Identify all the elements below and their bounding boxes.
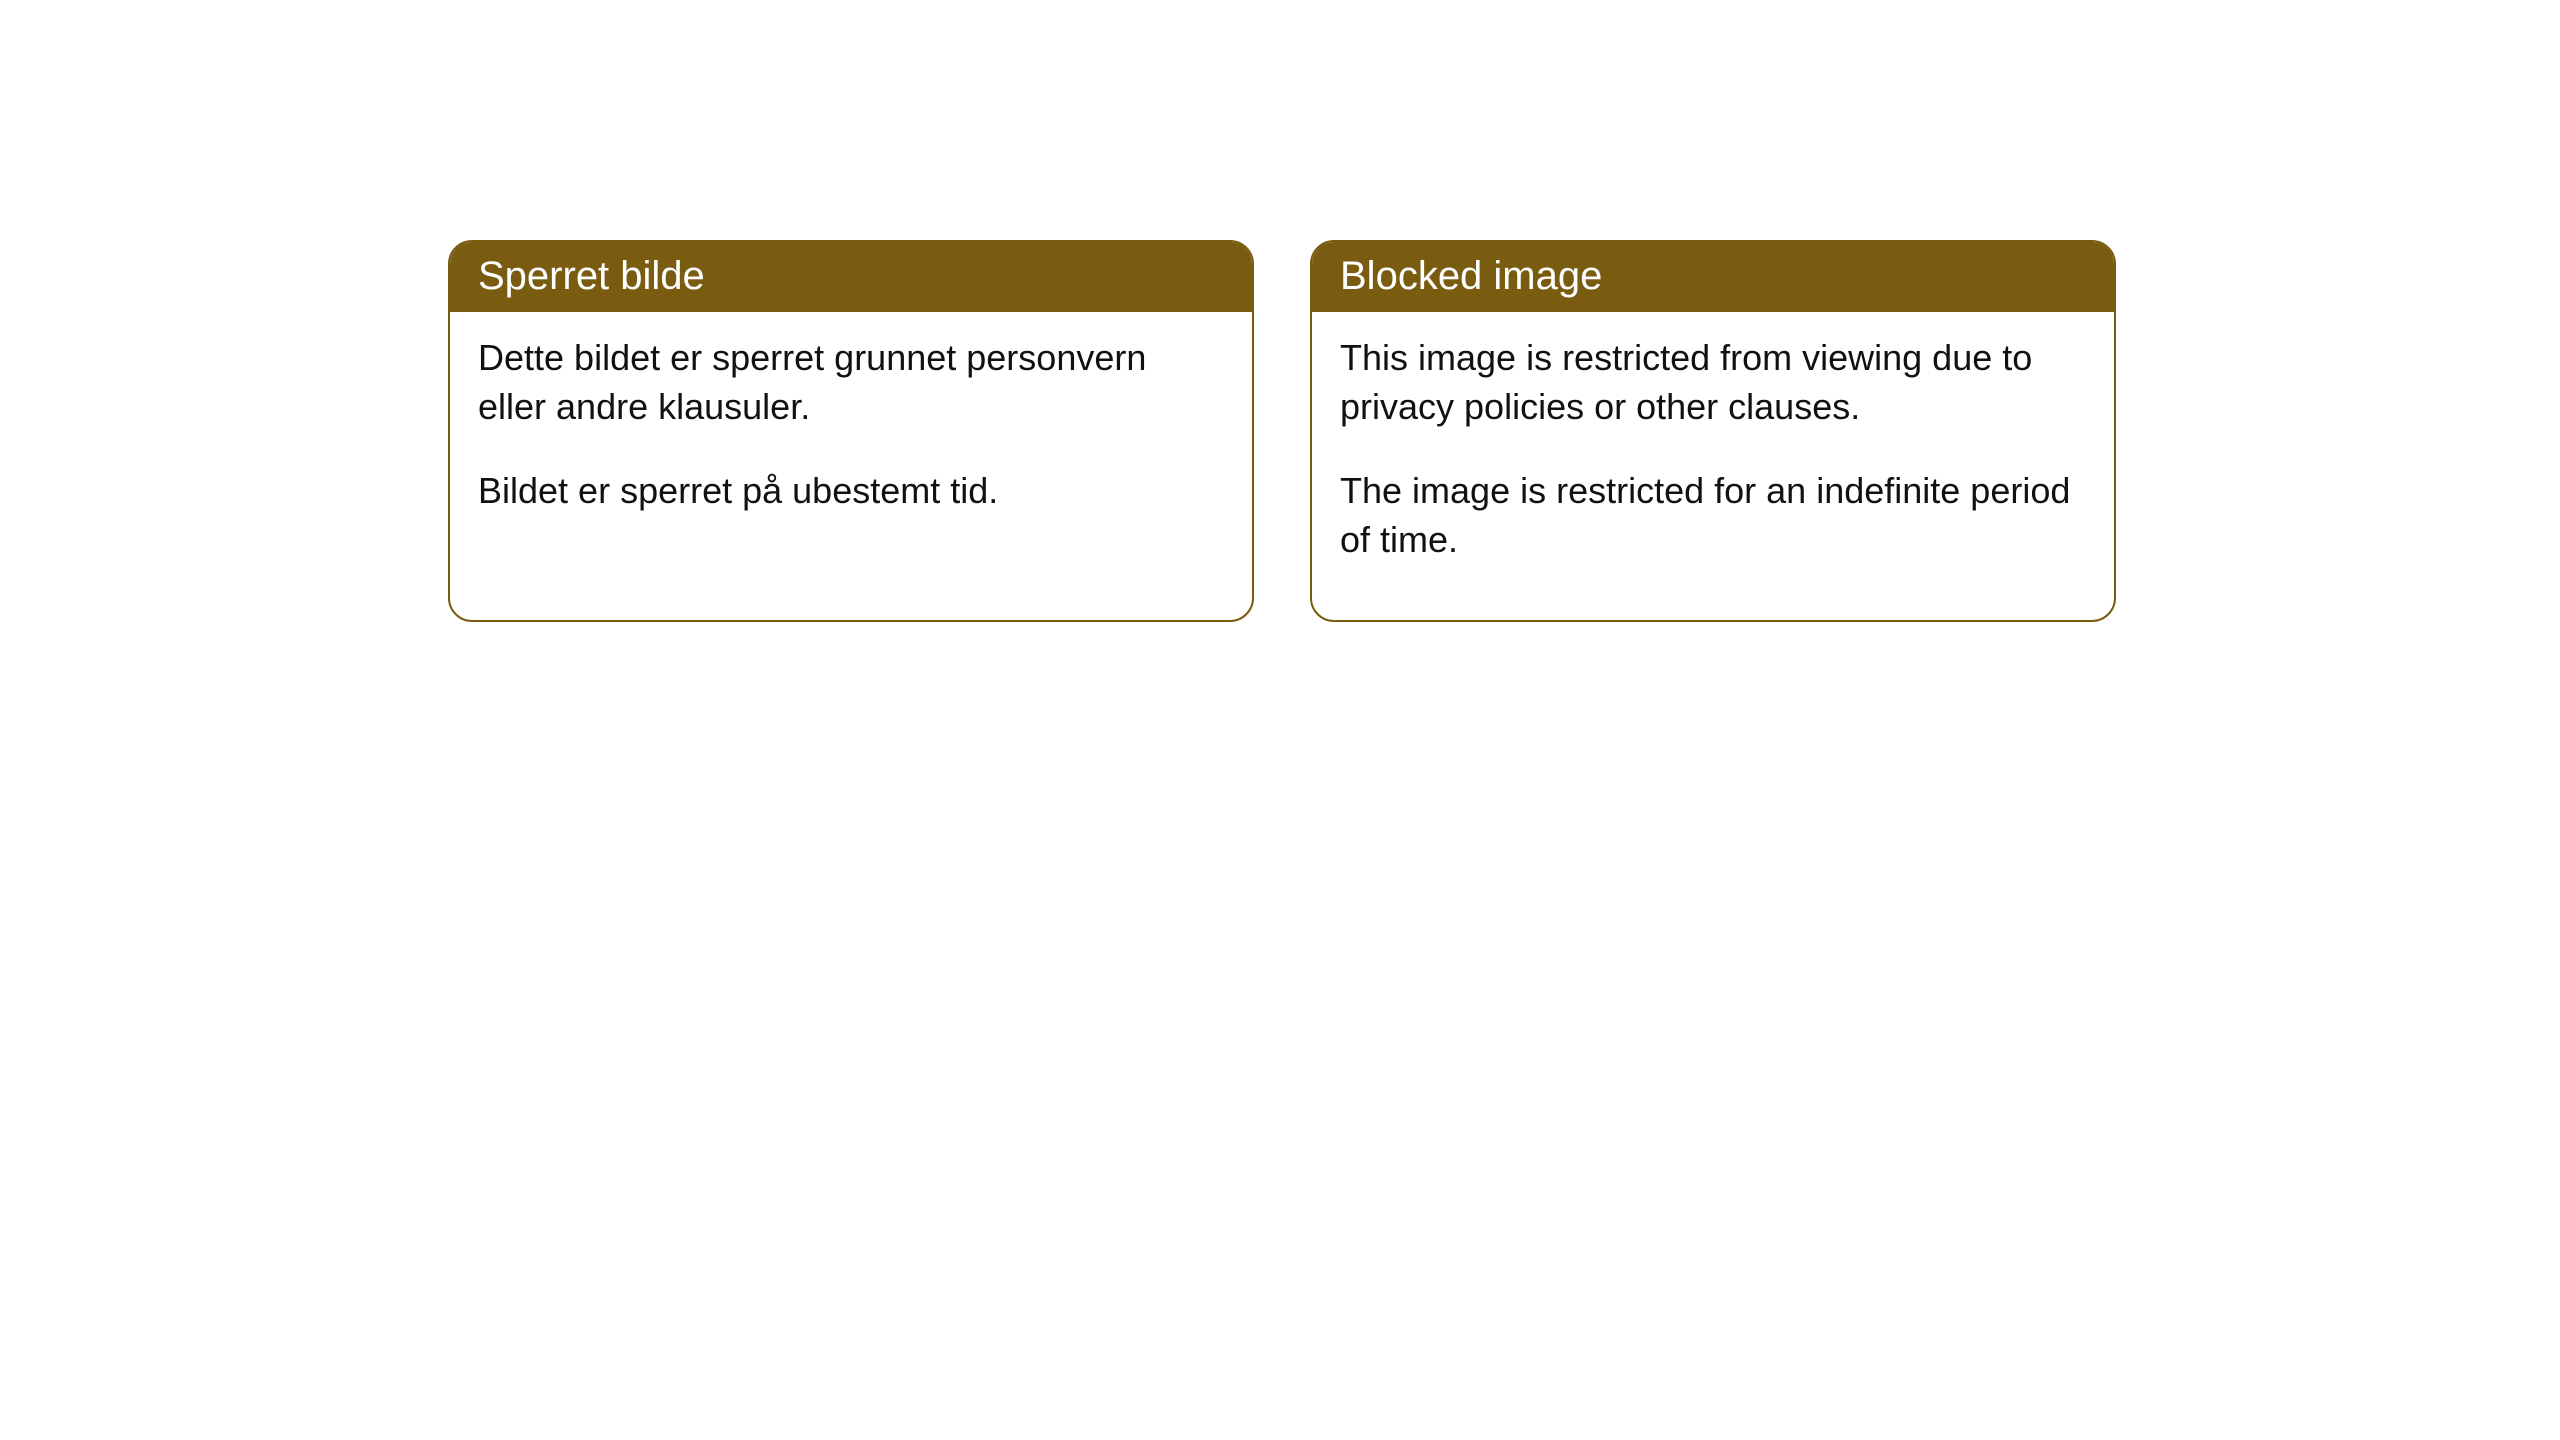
card-title: Sperret bilde [478,254,705,298]
card-paragraph: This image is restricted from viewing du… [1340,334,2086,431]
card-title: Blocked image [1340,254,1602,298]
card-body: This image is restricted from viewing du… [1312,312,2114,620]
card-header: Sperret bilde [450,242,1252,312]
card-header: Blocked image [1312,242,2114,312]
notice-container: Sperret bilde Dette bildet er sperret gr… [0,0,2560,622]
card-body: Dette bildet er sperret grunnet personve… [450,312,1252,572]
blocked-image-card-english: Blocked image This image is restricted f… [1310,240,2116,622]
card-paragraph: The image is restricted for an indefinit… [1340,467,2086,564]
card-paragraph: Bildet er sperret på ubestemt tid. [478,467,1224,516]
blocked-image-card-norwegian: Sperret bilde Dette bildet er sperret gr… [448,240,1254,622]
card-paragraph: Dette bildet er sperret grunnet personve… [478,334,1224,431]
